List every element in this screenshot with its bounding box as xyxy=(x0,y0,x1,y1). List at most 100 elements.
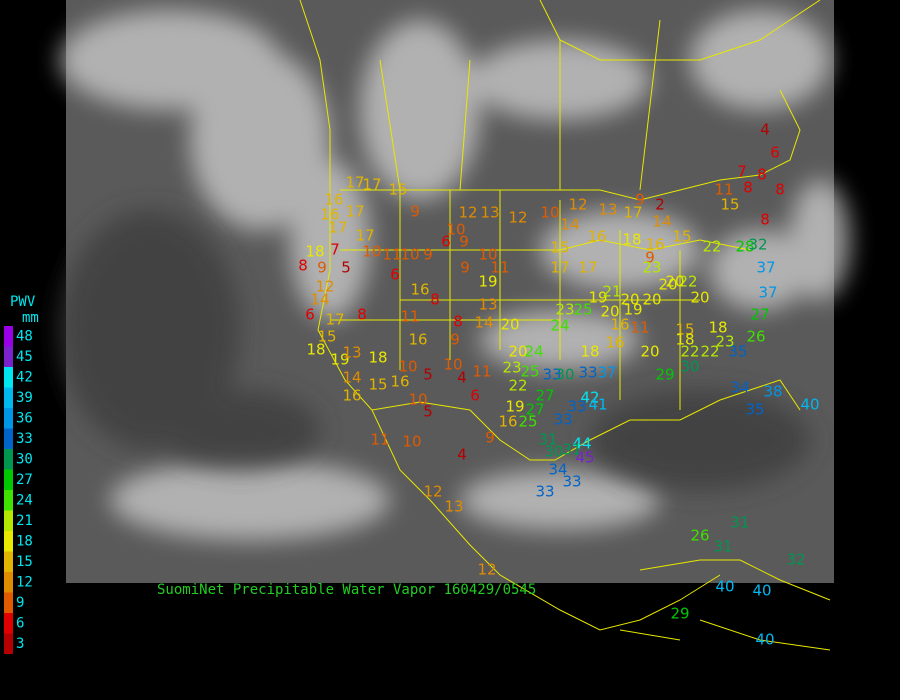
station-value: 41 xyxy=(588,396,607,414)
legend-swatch xyxy=(4,346,13,367)
map-title: SuomiNet Precipitable Water Vapor 160429… xyxy=(157,582,536,598)
station-value: 14 xyxy=(310,291,329,309)
station-value: 4 xyxy=(457,446,467,464)
station-value: 5 xyxy=(341,259,351,277)
legend-label: 42 xyxy=(16,369,33,385)
station-value: 25 xyxy=(573,301,592,319)
legend-swatch xyxy=(4,510,13,531)
station-value: 17 xyxy=(345,203,364,221)
station-value: 37 xyxy=(756,259,775,277)
station-value: 32 xyxy=(748,236,767,254)
station-value: 18 xyxy=(708,319,727,337)
borders xyxy=(299,0,831,651)
station-value: 8 xyxy=(357,306,367,324)
station-value: 8 xyxy=(453,313,463,331)
station-value: 20 xyxy=(620,291,639,309)
station-value: 17 xyxy=(362,176,381,194)
station-value: 31 xyxy=(713,538,732,556)
station-value: 23 xyxy=(715,333,734,351)
station-value: 12 xyxy=(477,561,496,579)
station-value: 18 xyxy=(305,243,324,261)
legend-swatch xyxy=(4,572,13,593)
station-value: 13 xyxy=(444,498,463,516)
station-value: 6 xyxy=(305,306,315,324)
legend-swatch xyxy=(4,633,13,654)
legend-swatch xyxy=(4,592,13,613)
legend-label: 21 xyxy=(16,513,33,529)
station-value: 12 xyxy=(458,204,477,222)
station-value: 22 xyxy=(678,273,697,291)
legend-label: 18 xyxy=(16,533,33,549)
station-value: 29 xyxy=(655,366,674,384)
station-value: 26 xyxy=(746,328,765,346)
station-value: 16 xyxy=(605,334,624,352)
legend-swatch xyxy=(4,490,13,511)
station-value: 16 xyxy=(410,281,429,299)
station-value: 8 xyxy=(775,181,785,199)
station-value: 40 xyxy=(755,631,774,649)
station-value: 22 xyxy=(702,238,721,256)
legend-label: 36 xyxy=(16,410,33,426)
legend-swatch xyxy=(4,551,13,572)
station-value: 20 xyxy=(665,273,684,291)
station-value: 18 xyxy=(306,341,325,359)
station-value: 16 xyxy=(324,191,343,209)
station-value: 33 xyxy=(553,411,572,429)
station-value: 10 xyxy=(402,433,421,451)
legend-label: 9 xyxy=(16,595,24,611)
station-value: 15 xyxy=(720,196,739,214)
station-value: 23 xyxy=(642,259,661,277)
station-value: 22 xyxy=(508,377,527,395)
station-value: 12 xyxy=(423,483,442,501)
station-value: 7 xyxy=(330,241,340,259)
legend-swatch xyxy=(4,613,13,634)
station-value: 10 xyxy=(478,246,497,264)
station-value: 9 xyxy=(485,429,495,447)
station-value: 19 xyxy=(505,398,524,416)
station-value: 31 xyxy=(538,431,557,449)
station-value: 30 xyxy=(555,366,574,384)
station-value: 45 xyxy=(575,449,594,467)
station-value: 12 xyxy=(315,278,334,296)
station-value: 15 xyxy=(675,321,694,339)
station-value: 11 xyxy=(400,308,419,326)
station-value: 4 xyxy=(457,369,467,387)
station-value: 9 xyxy=(460,259,470,277)
station-value: 34 xyxy=(730,379,749,397)
legend-label: 6 xyxy=(16,615,24,631)
station-value: 10 xyxy=(398,358,417,376)
station-value: 14 xyxy=(560,216,579,234)
station-value: 27 xyxy=(535,387,554,405)
station-value: 18 xyxy=(675,331,694,349)
station-value: 10 xyxy=(362,243,381,261)
station-value: 5 xyxy=(423,403,433,421)
legend-swatch xyxy=(4,387,13,408)
station-value: 16 xyxy=(320,206,339,224)
station-value: 31 xyxy=(730,514,749,532)
station-value: 30 xyxy=(680,358,699,376)
station-value: 9 xyxy=(635,191,645,209)
station-value: 10 xyxy=(446,221,465,239)
station-value: 20 xyxy=(658,276,677,294)
station-value: 15 xyxy=(388,181,407,199)
station-value: 11 xyxy=(370,431,389,449)
legend-label: 12 xyxy=(16,574,33,590)
station-value: 18 xyxy=(622,231,641,249)
station-value: 15 xyxy=(368,376,387,394)
station-value: 33 xyxy=(578,364,597,382)
station-value: 28 xyxy=(735,238,754,256)
legend-label: 15 xyxy=(16,554,33,570)
station-value: 17 xyxy=(550,259,569,277)
station-value: 8 xyxy=(760,211,770,229)
station-value: 10 xyxy=(400,246,419,264)
legend-swatch xyxy=(4,428,13,449)
station-value: 37 xyxy=(758,284,777,302)
station-value: 14 xyxy=(342,369,361,387)
legend-swatch xyxy=(4,449,13,470)
legend-label: 30 xyxy=(16,451,33,467)
station-value: 20 xyxy=(690,289,709,307)
station-value: 8 xyxy=(743,179,753,197)
station-value: 26 xyxy=(690,527,709,545)
